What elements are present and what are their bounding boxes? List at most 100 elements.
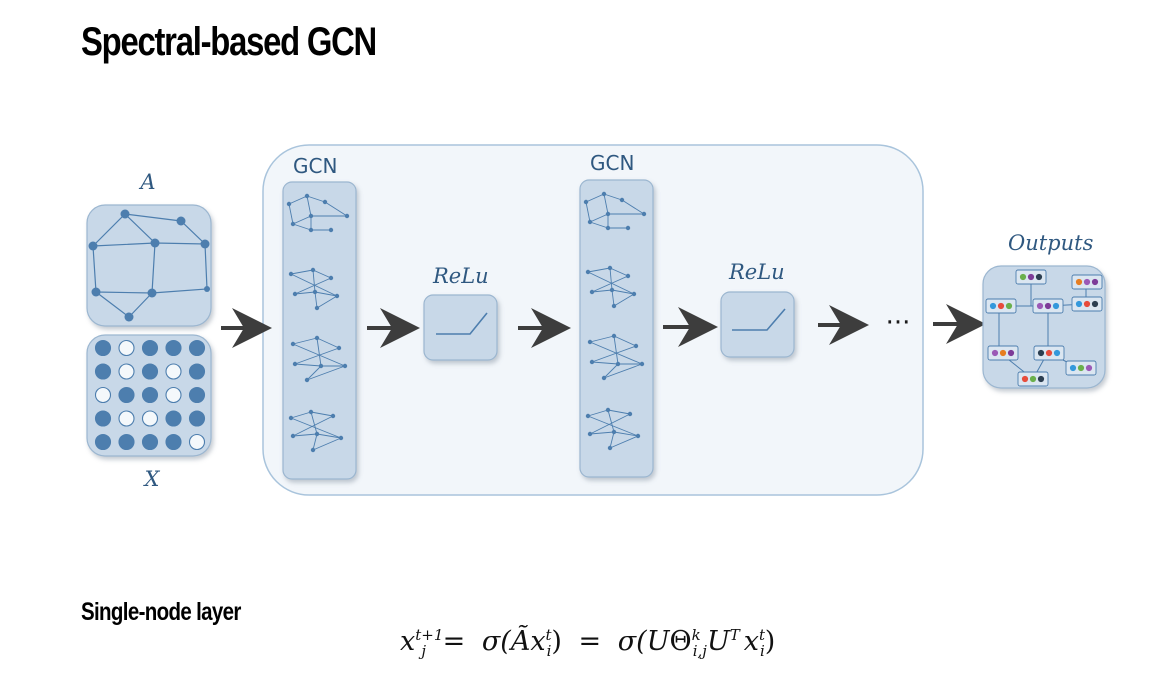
graph-edge: [306, 195, 326, 203]
formula-close-2: ): [764, 626, 776, 657]
graph-node: [288, 271, 294, 277]
feature-cell: [118, 410, 135, 427]
graph-edge: [294, 291, 316, 295]
graph-node: [336, 345, 342, 351]
relu-layer-1-box: [423, 294, 498, 361]
formula-equals-2: =: [578, 626, 602, 657]
page-title: Spectral-based GCN: [81, 20, 377, 64]
graph-edge: [306, 365, 346, 381]
feature-cell: [165, 410, 182, 427]
graph-node: [605, 407, 611, 413]
graph-edge: [324, 201, 348, 217]
graph-edge: [589, 221, 609, 229]
graph-node: [314, 305, 320, 311]
graph-node: [607, 445, 613, 451]
output-dot: [997, 302, 1005, 310]
flow-arrows: [221, 304, 986, 348]
graph-node: [587, 219, 593, 225]
graph-edge: [312, 269, 316, 293]
graph-edge: [290, 269, 314, 275]
graph-node: [601, 191, 607, 197]
graph-node: [342, 363, 348, 369]
graph-edge: [587, 267, 611, 273]
graph-node: [631, 291, 637, 297]
graph-node: [288, 415, 294, 421]
output-dot: [999, 349, 1007, 357]
gcn-layer-1-graphs: [286, 193, 350, 453]
graph-edge: [591, 289, 613, 293]
feature-cell: [118, 363, 135, 380]
feature-cell: [188, 363, 206, 380]
graph-node: [312, 289, 318, 295]
formula-mid-sub: i: [546, 642, 552, 661]
graph-edge: [316, 433, 342, 439]
graph-node: [641, 211, 647, 217]
graph-node: [625, 225, 631, 231]
relu-2-curve: [732, 308, 786, 331]
graph-node: [290, 221, 296, 227]
feature-cell: [94, 410, 112, 427]
graph-edge: [607, 409, 615, 433]
output-dot: [1027, 273, 1035, 281]
formula-theta-sup: k: [691, 626, 701, 644]
feature-cell: [141, 433, 159, 451]
graph-edge: [312, 269, 332, 279]
output-dot: [1045, 349, 1053, 357]
graph-edge: [294, 277, 332, 295]
outputs-nodes: [985, 269, 1103, 387]
output-dot: [1069, 364, 1077, 372]
graph-edge: [603, 193, 609, 215]
output-dot: [1091, 278, 1099, 286]
graph-edge: [609, 435, 639, 449]
output-dot: [1075, 278, 1083, 286]
graph-node: [318, 363, 324, 369]
graph-node: [635, 433, 641, 439]
section-subtitle: Single-node layer: [81, 598, 241, 626]
feature-cell: [188, 386, 206, 404]
relu-layer-1-label: ReLu: [432, 264, 489, 288]
formula-rhs-sup: t: [758, 626, 765, 644]
graph-edge: [288, 203, 294, 225]
graph-edge: [290, 417, 342, 439]
graph-node: [615, 361, 621, 367]
gcn-layer-1-box: [282, 181, 357, 480]
graph-node: [611, 303, 617, 309]
gcn-layer-1-label: GCN: [293, 154, 337, 178]
graph-node: [338, 435, 344, 441]
relu-layer-2-box: [720, 291, 795, 358]
graph-edge: [609, 431, 615, 449]
graph-edge: [609, 267, 629, 277]
graph-node: [304, 193, 310, 199]
ellipsis: ···: [886, 308, 911, 338]
graph-node: [308, 213, 314, 219]
graph-node: [334, 293, 340, 299]
output-dot: [1077, 364, 1085, 372]
graph-node: [292, 291, 298, 297]
graph-edge: [621, 199, 645, 215]
formula-mid-sup: t: [545, 626, 552, 644]
graph-edge: [607, 409, 631, 415]
formula-lhs-x: x: [400, 626, 416, 657]
graph-node: [639, 361, 645, 367]
graph-node: [611, 429, 617, 435]
graph-edge: [310, 411, 318, 435]
graph-node: [585, 413, 591, 419]
graph-edge: [310, 411, 334, 417]
graph-edge: [591, 361, 619, 365]
graph-node: [330, 413, 336, 419]
graph-node: [308, 409, 314, 415]
feature-cell: [141, 410, 159, 427]
graph-edge: [591, 345, 637, 363]
formula-theta-sub: i,j: [692, 642, 707, 661]
adjacency-nodes: [88, 209, 210, 322]
graph-node: [619, 197, 625, 203]
graph-node: [310, 447, 316, 453]
graph-edge: [611, 289, 635, 295]
graph-edge: [589, 335, 615, 343]
formula-u-2: U: [706, 626, 730, 657]
formula-sigma-2: σ(: [617, 626, 647, 657]
graph-edge: [306, 365, 322, 381]
relu-1-curve: [436, 312, 488, 335]
output-dot: [1037, 375, 1045, 383]
graph-node: [328, 227, 334, 233]
